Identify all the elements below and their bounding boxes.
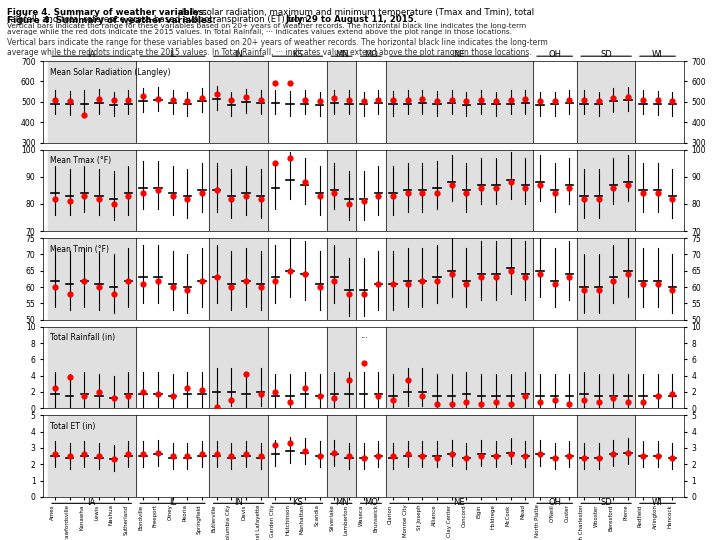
Bar bbox=[327, 150, 356, 231]
Text: SD: SD bbox=[600, 50, 612, 59]
Bar bbox=[386, 415, 533, 497]
Text: Vertical bars indicate the range for these variables based on 20+ years of weath: Vertical bars indicate the range for the… bbox=[7, 38, 548, 57]
Text: MO: MO bbox=[364, 498, 378, 508]
Bar bbox=[210, 61, 268, 143]
Text: KS: KS bbox=[292, 50, 303, 59]
Text: MN: MN bbox=[335, 498, 348, 508]
Bar bbox=[577, 61, 636, 143]
Bar bbox=[577, 415, 636, 497]
Text: Figure 4. Summary of weather variables:: Figure 4. Summary of weather variables: bbox=[7, 8, 207, 17]
Text: OH: OH bbox=[548, 50, 561, 59]
Bar bbox=[210, 415, 268, 497]
Bar bbox=[210, 327, 268, 408]
Text: NE: NE bbox=[454, 498, 465, 508]
Text: OH: OH bbox=[548, 498, 561, 508]
Bar bbox=[386, 61, 533, 143]
Text: Mean Tmax (°F): Mean Tmax (°F) bbox=[50, 156, 111, 165]
Text: IN: IN bbox=[234, 50, 243, 59]
Bar bbox=[327, 238, 356, 320]
Bar bbox=[386, 327, 533, 408]
Text: WI: WI bbox=[652, 498, 663, 508]
Text: Mean Tmin (°F): Mean Tmin (°F) bbox=[50, 245, 109, 254]
Text: NE: NE bbox=[454, 50, 465, 59]
Bar bbox=[327, 327, 356, 408]
Text: daily solar radiation, maximum and minimum temperature (Tmax and Tmin), total: daily solar radiation, maximum and minim… bbox=[176, 8, 534, 17]
Bar bbox=[327, 61, 356, 143]
Text: SD: SD bbox=[600, 498, 612, 508]
Text: July 29 to August 11, 2015.: July 29 to August 11, 2015. bbox=[285, 15, 417, 24]
Text: MO: MO bbox=[364, 50, 378, 59]
Text: IN: IN bbox=[234, 498, 243, 508]
Text: average while the red dots indicate the 2015 values. In Total Rainfall, ··· indi: average while the red dots indicate the … bbox=[7, 29, 512, 35]
Bar bbox=[48, 61, 136, 143]
Text: KS: KS bbox=[292, 498, 303, 508]
Text: WI: WI bbox=[652, 50, 663, 59]
Bar bbox=[577, 238, 636, 320]
Text: Total Rainfall (in): Total Rainfall (in) bbox=[50, 333, 114, 342]
Bar bbox=[210, 238, 268, 320]
Bar bbox=[577, 327, 636, 408]
Bar bbox=[48, 327, 136, 408]
Bar bbox=[48, 238, 136, 320]
Bar bbox=[48, 150, 136, 231]
Bar bbox=[327, 415, 356, 497]
Text: MN: MN bbox=[335, 50, 348, 59]
Text: IA: IA bbox=[88, 50, 96, 59]
Bar bbox=[386, 150, 533, 231]
Text: IL: IL bbox=[169, 50, 176, 59]
Text: Figure 4. Summary of weather variables:: Figure 4. Summary of weather variables: bbox=[7, 16, 216, 25]
Text: Total ET (in): Total ET (in) bbox=[50, 422, 95, 431]
Bar bbox=[386, 238, 533, 320]
Text: Mean Solar Radiation (Langley): Mean Solar Radiation (Langley) bbox=[50, 68, 170, 77]
Text: rainfall, and total reference grass-based evapotranspiration (ET) from: rainfall, and total reference grass-base… bbox=[7, 15, 310, 24]
Text: IA: IA bbox=[88, 498, 96, 508]
Text: IL: IL bbox=[169, 498, 176, 508]
Bar bbox=[210, 150, 268, 231]
Text: ...: ... bbox=[360, 331, 367, 340]
Bar bbox=[577, 150, 636, 231]
Bar bbox=[48, 415, 136, 497]
Text: Vertical bars indicate the range for these variables based on 20+ years of weath: Vertical bars indicate the range for the… bbox=[7, 23, 526, 29]
